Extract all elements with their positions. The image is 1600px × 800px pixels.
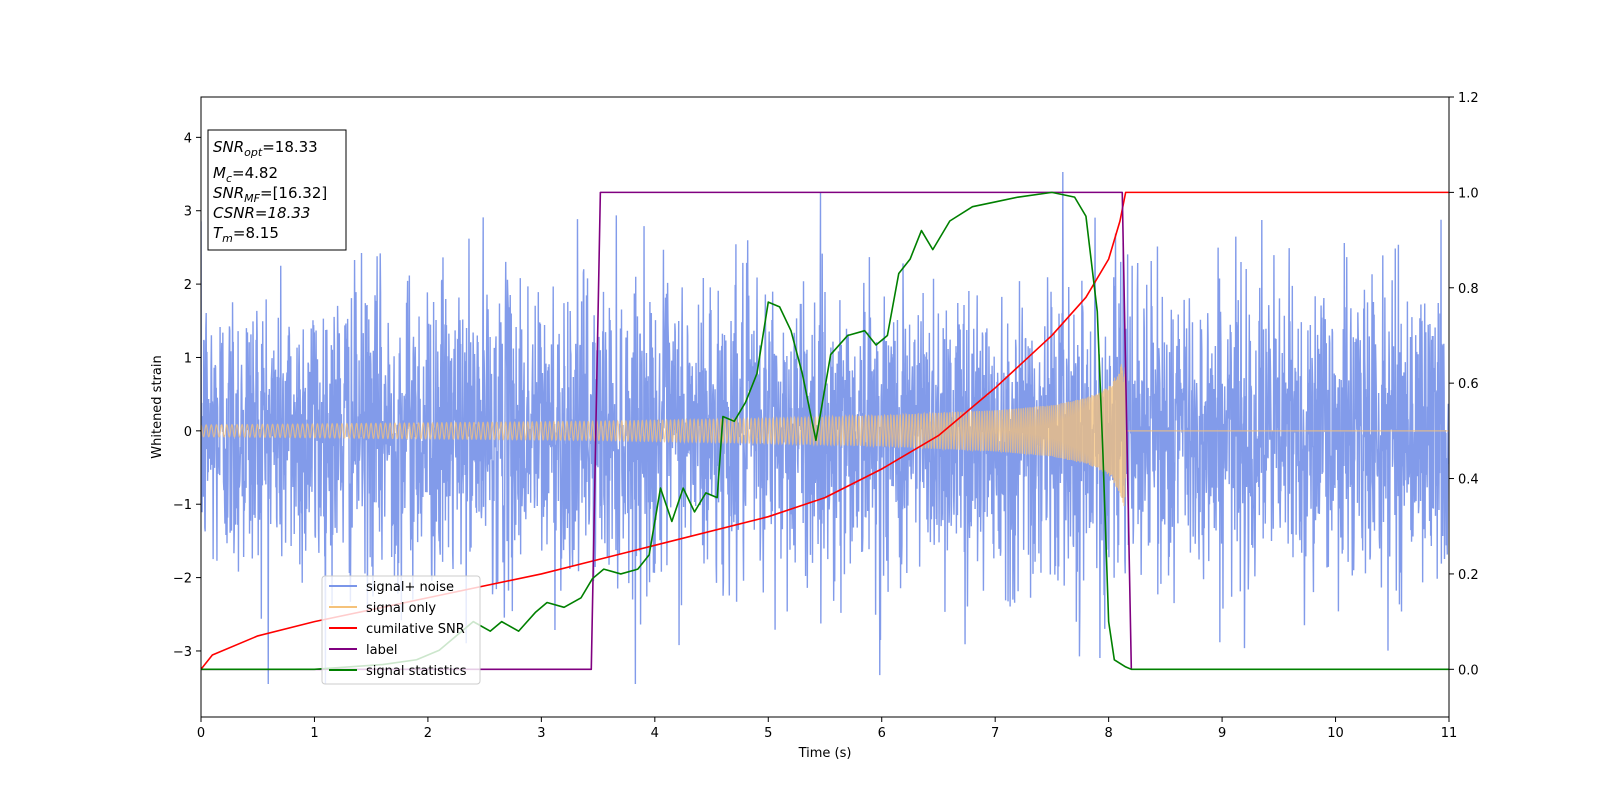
legend-label-label: label xyxy=(366,643,397,658)
legend-label-cumulative-snr: cumilative SNR xyxy=(366,622,465,637)
series-cumulative-snr-line xyxy=(201,191,1449,670)
x-tick-label: 7 xyxy=(991,726,999,741)
series-signal-only-line xyxy=(201,364,1449,507)
y-right-tick-label: 0.2 xyxy=(1458,568,1479,583)
y-axis-label: Whitened strain xyxy=(150,355,165,458)
annotation-chirp-mass: Mc=4.82 xyxy=(213,164,278,185)
y-left-tick-label: 0 xyxy=(184,425,192,440)
y-right-tick-label: 1.2 xyxy=(1458,91,1479,106)
series-signal-noise-line xyxy=(201,171,1449,684)
x-tick-label: 1 xyxy=(310,726,318,741)
legend: signal+ noise signal only cumilative SNR… xyxy=(321,575,481,685)
legend-label-signal-noise: signal+ noise xyxy=(366,580,454,595)
x-tick-label: 8 xyxy=(1104,726,1112,741)
x-tick-label: 0 xyxy=(197,726,205,741)
y-right-tick-label: 0.6 xyxy=(1458,377,1479,392)
legend-label-signal-only: signal only xyxy=(366,601,436,616)
x-tick-label: 4 xyxy=(651,726,659,741)
y-left-tick-label: −1 xyxy=(173,498,192,513)
x-tick-label: 6 xyxy=(878,726,886,741)
annotation-merger-time: Tm=8.15 xyxy=(213,224,279,245)
annotation-snr-mf: SNRMF=[16.32] xyxy=(213,184,327,205)
y-right-tick-label: 0.0 xyxy=(1458,663,1479,678)
y-right-tick-label: 0.8 xyxy=(1458,282,1479,297)
y-right-tick-label: 1.0 xyxy=(1458,186,1479,201)
y-left-tick-label: 3 xyxy=(184,205,192,220)
annotation-snr-opt: SNRopt=18.33 xyxy=(213,138,318,159)
x-axis-label: Time (s) xyxy=(798,746,852,761)
y-left-tick-label: 1 xyxy=(184,351,192,366)
y-left-tick-label: 4 xyxy=(184,131,192,146)
annotation-csnr: CSNR=18.33 xyxy=(213,204,310,222)
x-tick-label: 5 xyxy=(764,726,772,741)
y-left-tick-label: −3 xyxy=(173,645,192,660)
x-tick-label: 3 xyxy=(537,726,545,741)
axes-frame xyxy=(200,96,1450,718)
y-left-tick-label: −2 xyxy=(173,572,192,587)
y-right-tick-label: 0.4 xyxy=(1458,473,1479,488)
axis-ticks: 0 1 2 3 4 5 6 7 8 9 10 11 −3 −2 −1 0 1 2 3 4 0.0 0.2 0.4 0.6 0.8… xyxy=(173,91,1479,741)
x-tick-label: 10 xyxy=(1327,726,1344,741)
series-signal-statistics-line xyxy=(201,191,1449,671)
x-tick-label: 2 xyxy=(424,726,432,741)
annotation-frame xyxy=(207,129,347,251)
annotation-box: SNRopt=18.33 Mc=4.82 SNRMF=[16.32] CSNR=… xyxy=(207,129,347,251)
legend-label-signal-statistics: signal statistics xyxy=(366,664,467,679)
y-left-tick-label: 2 xyxy=(184,278,192,293)
x-tick-label: 9 xyxy=(1218,726,1226,741)
x-tick-label: 11 xyxy=(1441,726,1458,741)
legend-frame xyxy=(321,575,481,685)
